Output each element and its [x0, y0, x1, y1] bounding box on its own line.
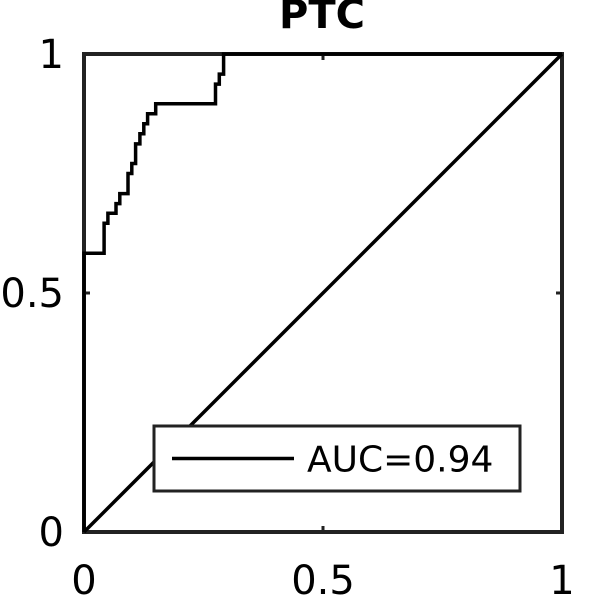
x-tick-label-0: 0	[71, 558, 96, 600]
y-tick-label-1: 0.5	[0, 271, 64, 317]
chart-title: PTC	[279, 0, 365, 38]
y-tick-label-0: 0	[39, 510, 64, 556]
x-tick-label-2: 1	[549, 558, 574, 600]
x-tick-label-1: 0.5	[291, 558, 355, 600]
plot-area: 0 0.5 1 0 0.5 1 AUC=0.94	[0, 32, 574, 604]
legend-label-0: AUC=0.94	[307, 440, 493, 481]
y-tick-label-2: 1	[39, 32, 64, 78]
roc-series-line-0	[82, 52, 562, 532]
